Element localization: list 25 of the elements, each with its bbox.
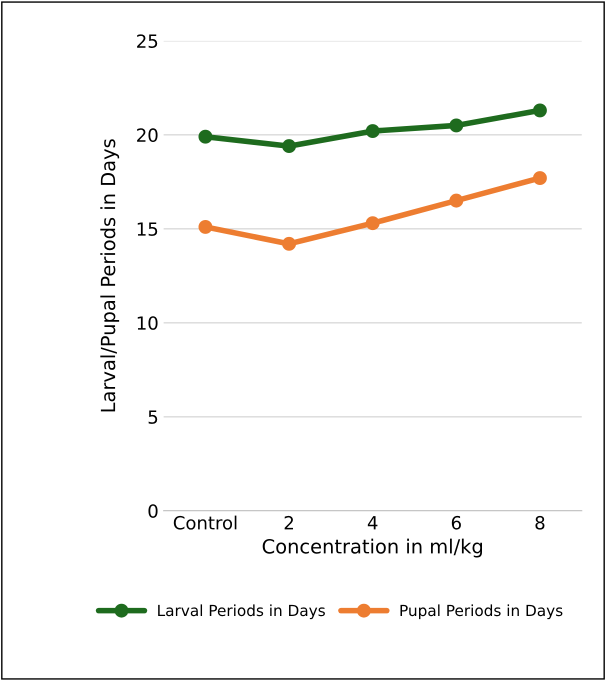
point xyxy=(366,216,380,230)
x-tick-label: 4 xyxy=(368,516,378,530)
x-tick-label: Control xyxy=(174,516,236,530)
y-tick-label: 15 xyxy=(138,222,158,236)
y-tick-label: 10 xyxy=(138,316,158,330)
x-axis-title: Concentration in ml/kg xyxy=(262,538,482,558)
point xyxy=(533,171,547,186)
point xyxy=(198,220,212,234)
point xyxy=(449,118,464,132)
x-tick-label: 6 xyxy=(452,516,461,530)
point xyxy=(282,139,296,154)
point xyxy=(282,236,296,251)
point xyxy=(533,103,547,118)
point xyxy=(366,124,380,138)
y-tick-label: 25 xyxy=(137,34,158,48)
point xyxy=(198,130,212,144)
legend-label: Pupal Periods in Days xyxy=(400,604,562,620)
point xyxy=(449,194,464,208)
legend-label: Larval Periods in Days xyxy=(158,604,325,620)
y-axis-title: Larval/Pupal Periods in Days xyxy=(100,139,120,412)
y-tick-label: 20 xyxy=(137,128,158,142)
y-tick-label: 0 xyxy=(148,504,158,518)
x-tick-label: 8 xyxy=(535,516,544,530)
y-tick-label: 5 xyxy=(148,410,158,424)
x-tick-label: 2 xyxy=(284,516,293,530)
